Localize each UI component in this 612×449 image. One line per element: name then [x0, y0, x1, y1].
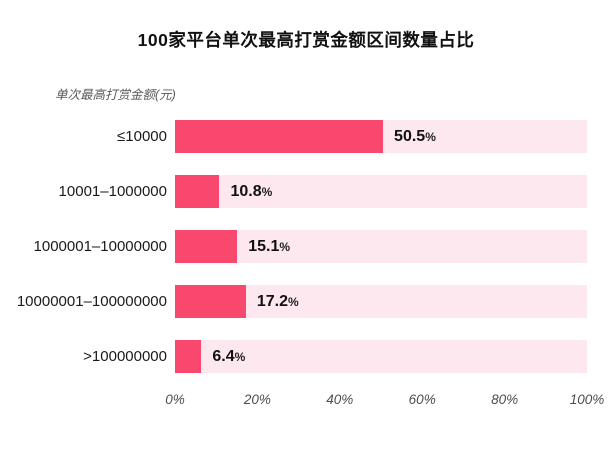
bar-row: ≤10000 50.5% [0, 109, 587, 164]
bar-track: 17.2% [175, 285, 587, 318]
category-label: >100000000 [83, 348, 167, 365]
bar-row: 10001–1000000 10.8% [0, 164, 587, 219]
percent-sign: % [234, 349, 246, 364]
value-label: 6.4% [212, 348, 245, 366]
percent-sign: % [288, 294, 299, 309]
category-label: ≤10000 [117, 128, 167, 145]
value-label: 15.1% [248, 238, 290, 256]
value-number: 15.1 [248, 237, 280, 255]
bar-track: 6.4% [175, 340, 587, 373]
x-tick: 20% [243, 392, 271, 407]
bar [175, 120, 384, 153]
category-label: 1000001–10000000 [33, 238, 167, 255]
bar [175, 230, 238, 263]
x-tick: 100% [569, 392, 605, 407]
bar [175, 340, 202, 373]
bar-row: 10000001–100000000 17.2% [0, 274, 587, 329]
percent-sign: % [425, 129, 436, 144]
bar-track: 10.8% [175, 175, 587, 208]
bar-row: 1000001–10000000 15.1% [0, 219, 587, 274]
value-number: 50.5 [394, 127, 426, 145]
value-number: 6.4 [212, 347, 235, 365]
x-axis-spacer [0, 384, 175, 414]
x-axis: 0% 20% 40% 60% 80% 100% [0, 384, 604, 414]
percent-sign: % [261, 184, 273, 199]
chart-title: 100家平台单次最高打赏金额区间数量占比 [137, 30, 475, 50]
bar [175, 285, 246, 318]
category-label: 10001–1000000 [58, 183, 167, 200]
value-number: 10.8 [230, 182, 262, 200]
x-tick: 80% [491, 392, 519, 407]
x-tick: 0% [165, 392, 185, 407]
bar-row: >100000000 6.4% [0, 329, 587, 384]
category-label: 10000001–100000000 [16, 293, 167, 310]
x-tick: 40% [326, 392, 354, 407]
x-tick: 60% [408, 392, 436, 407]
x-axis-scale: 0% 20% 40% 60% 80% 100% [165, 384, 604, 414]
percent-sign: % [279, 239, 291, 254]
bar-track: 15.1% [175, 230, 587, 263]
value-number: 17.2 [256, 292, 288, 310]
value-label: 50.5% [394, 128, 436, 146]
value-label: 17.2% [257, 293, 299, 311]
bar [175, 175, 220, 208]
y-axis-label: 单次最高打赏金额(元) [55, 88, 176, 102]
bar-rows: ≤10000 50.5% 10001–1000000 10.8% 1000001… [0, 109, 587, 384]
value-label: 10.8% [230, 183, 272, 201]
bar-track: 50.5% [175, 120, 587, 153]
